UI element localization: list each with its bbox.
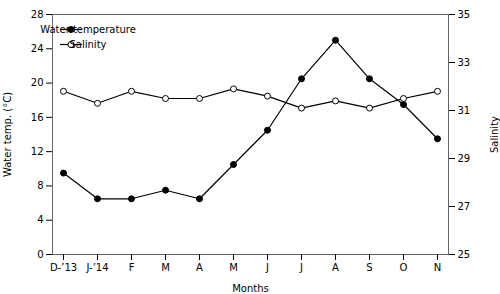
svg-text:A: A xyxy=(196,262,203,273)
svg-text:4: 4 xyxy=(37,214,43,225)
svg-text:M: M xyxy=(229,262,238,273)
svg-text:35: 35 xyxy=(458,9,471,20)
svg-text:D-’13: D-’13 xyxy=(50,262,77,273)
svg-text:M: M xyxy=(161,262,170,273)
svg-text:J-’14: J-’14 xyxy=(85,262,108,273)
svg-text:28: 28 xyxy=(31,9,44,20)
svg-text:24: 24 xyxy=(31,43,44,54)
svg-text:25: 25 xyxy=(458,249,471,260)
svg-text:Salinity: Salinity xyxy=(489,116,500,153)
svg-text:J: J xyxy=(299,262,303,273)
svg-text:Water temperature: Water temperature xyxy=(40,24,136,35)
svg-text:Water temp. (°C): Water temp. (°C) xyxy=(2,92,13,177)
svg-text:Months: Months xyxy=(232,283,269,294)
svg-text:N: N xyxy=(434,262,441,273)
svg-text:0: 0 xyxy=(37,249,43,260)
svg-text:12: 12 xyxy=(31,146,44,157)
svg-text:J: J xyxy=(265,262,269,273)
svg-text:O: O xyxy=(400,262,408,273)
svg-text:20: 20 xyxy=(31,77,44,88)
svg-text:27: 27 xyxy=(458,201,471,212)
svg-text:31: 31 xyxy=(458,105,471,116)
svg-text:33: 33 xyxy=(458,57,471,68)
svg-text:A: A xyxy=(332,262,339,273)
svg-text:S: S xyxy=(366,262,372,273)
svg-text:16: 16 xyxy=(31,112,44,123)
svg-text:29: 29 xyxy=(458,153,471,164)
svg-text:F: F xyxy=(129,262,135,273)
svg-text:Salinity: Salinity xyxy=(70,39,107,50)
svg-text:8: 8 xyxy=(37,180,43,191)
